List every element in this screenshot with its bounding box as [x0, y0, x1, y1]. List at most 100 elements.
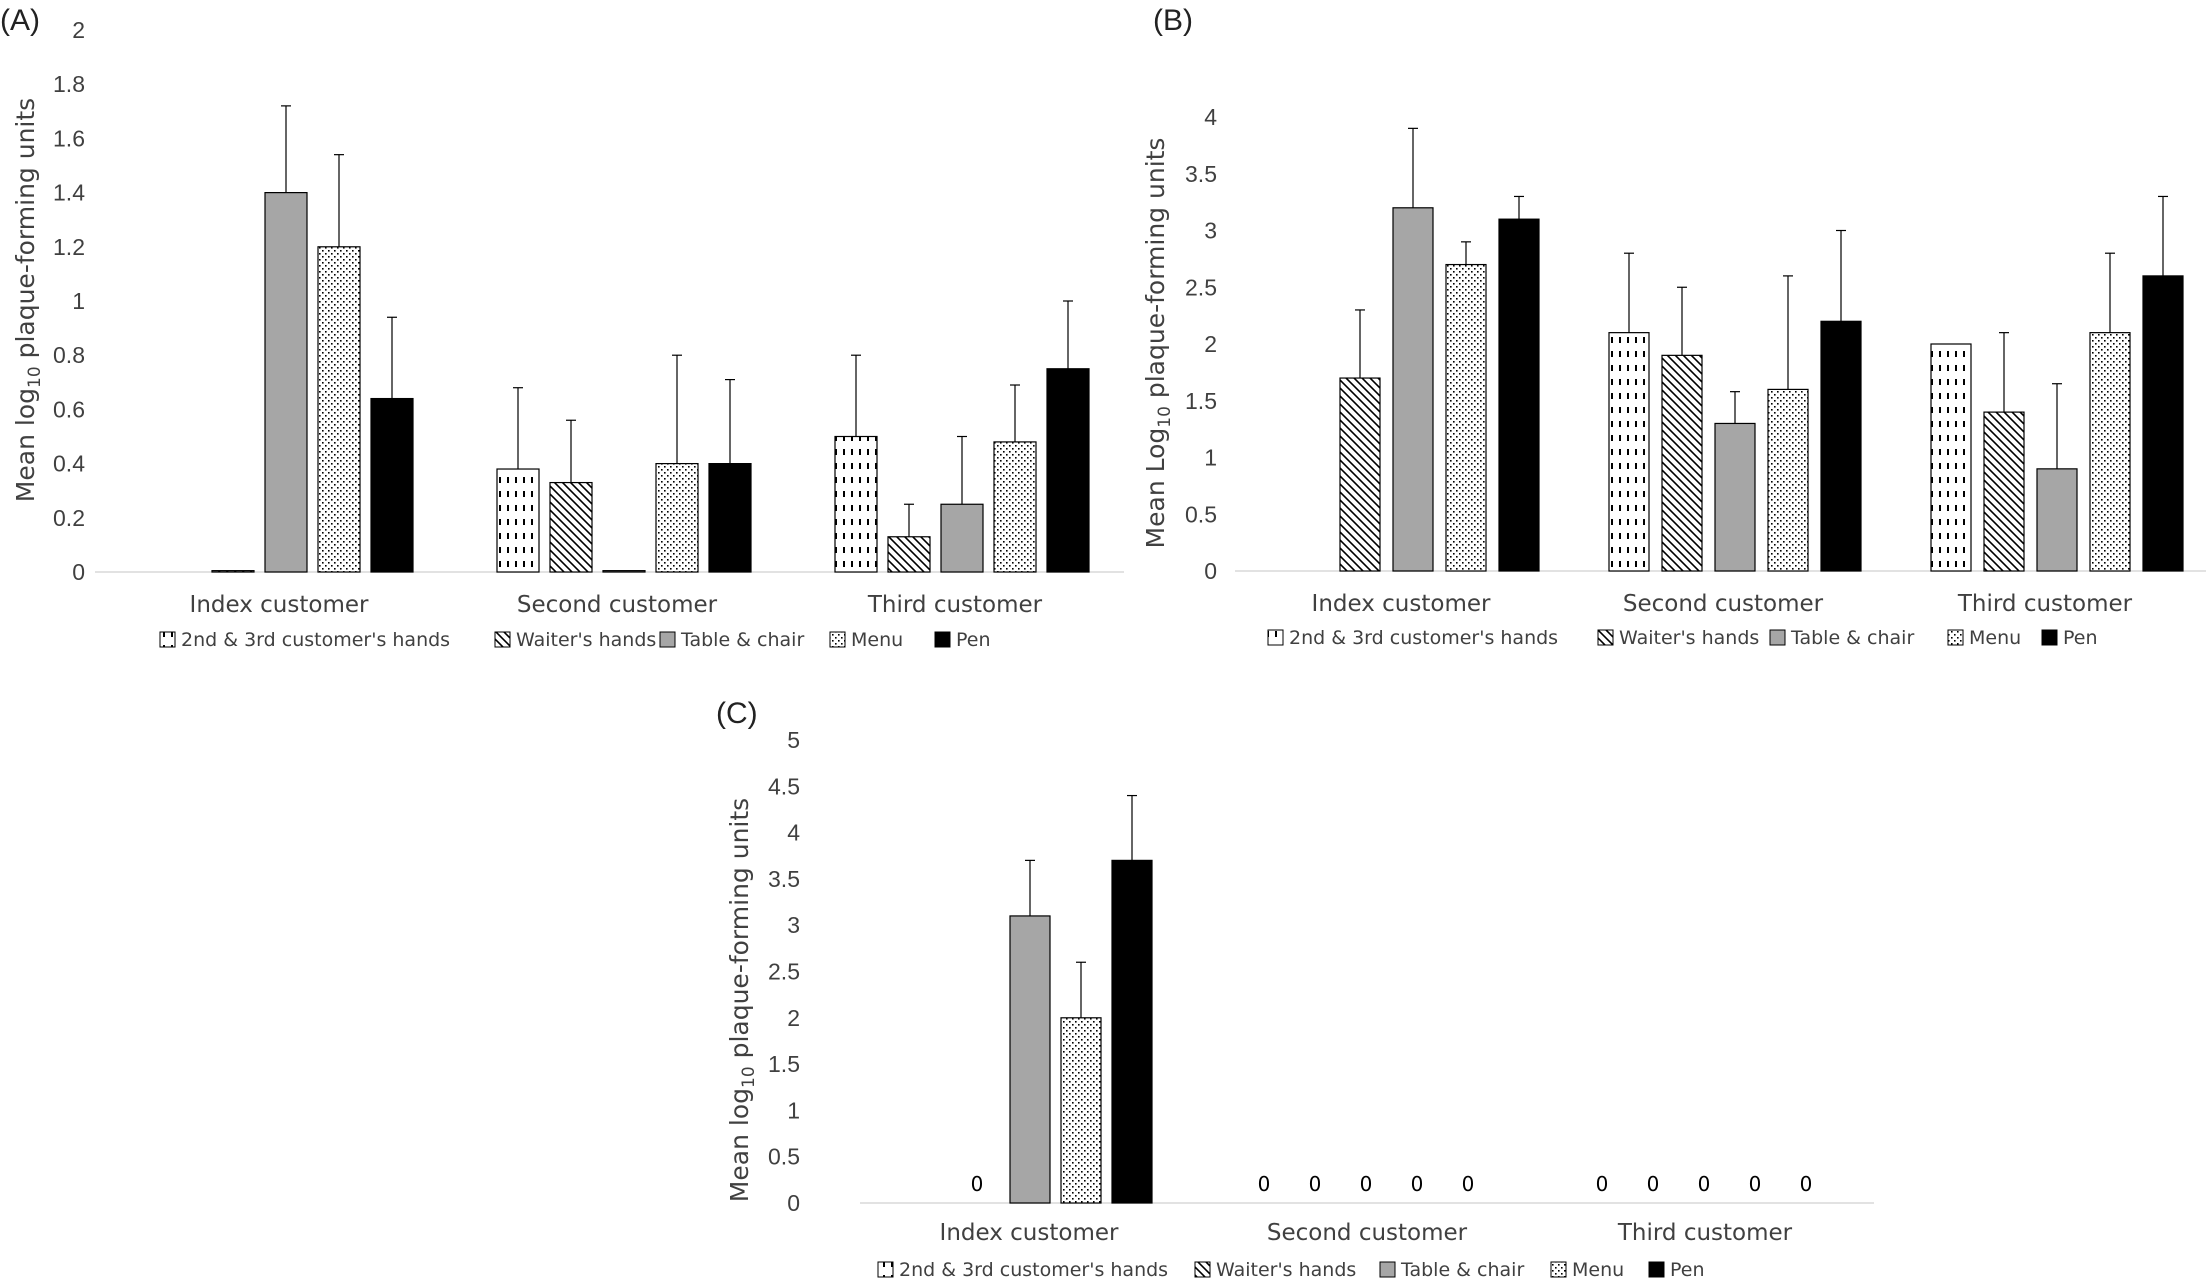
legend-label: Waiter's hands — [1619, 627, 1759, 649]
panel-label: (C) — [716, 697, 758, 730]
legend-swatch-2nd-3rd-customer-s-hands — [1267, 629, 1284, 646]
legend-label: 2nd & 3rd customer's hands — [899, 1259, 1168, 1281]
y-tick-label: 0 — [1204, 558, 1217, 584]
legend-swatch-pen — [2041, 629, 2058, 646]
legend-swatch-table-chair — [1379, 1261, 1396, 1278]
bar-menu — [2089, 332, 2131, 572]
y-tick-label: 1 — [1204, 445, 1217, 471]
x-category-label: Second customer — [1623, 591, 1824, 617]
bar-waiter-s-hands — [887, 536, 931, 573]
bar-menu — [1767, 388, 1809, 572]
bar-2nd-3rd-customer-s-hands — [834, 435, 878, 573]
legend-swatch-menu — [829, 631, 846, 648]
data-label: 0 — [1698, 1172, 1711, 1196]
bar-pen — [370, 397, 414, 573]
data-label: 0 — [1596, 1172, 1609, 1196]
bar-waiter-s-hands — [211, 570, 255, 573]
legend-label: 2nd & 3rd customer's hands — [181, 629, 450, 651]
y-tick-label: 3 — [1204, 218, 1217, 244]
bar-table-chair — [1009, 915, 1051, 1204]
x-category-label: Index customer — [190, 592, 369, 618]
y-tick-label: 2.5 — [768, 959, 800, 985]
y-tick-label: 4 — [787, 820, 800, 846]
panel-label: (A) — [0, 4, 40, 37]
bar-menu — [1445, 263, 1487, 572]
chart-panel-b: (B) Mean Log10 plaque-forming units 0 0.5 1 1… — [1141, 4, 2206, 649]
bar-2nd-3rd-customer-s-hands — [1608, 332, 1650, 572]
y-tick-label: 4.5 — [768, 773, 800, 799]
y-axis-label-subscript: 10 — [25, 366, 45, 388]
legend-label: Menu — [1969, 627, 2021, 649]
y-axis-label-rest: plaque-forming units — [11, 98, 40, 367]
bar-pen — [1111, 859, 1153, 1204]
y-tick-label: 2 — [787, 1005, 800, 1031]
x-category-label: Index customer — [1312, 591, 1491, 617]
bar-waiter-s-hands — [1983, 411, 2025, 572]
legend-label: Table & chair — [1790, 627, 1914, 649]
y-tick-label: 1.8 — [53, 71, 85, 97]
bar-waiter-s-hands — [1661, 354, 1703, 572]
legend-swatch-menu — [1947, 629, 1964, 646]
chart-panel-a: (A) Mean log10 plaque-forming units 0 0.2 0.… — [0, 4, 1124, 651]
bar-2nd-3rd-customer-s-hands — [1930, 343, 1972, 572]
y-tick-label: 0.5 — [1185, 501, 1217, 527]
data-label: 0 — [1309, 1172, 1322, 1196]
data-label: 0 — [1749, 1172, 1762, 1196]
y-axis-label-rest: plaque-forming units — [725, 798, 754, 1067]
bar-table-chair — [264, 192, 308, 573]
x-category-label: Index customer — [940, 1220, 1119, 1246]
y-tick-label: 0.8 — [53, 342, 85, 368]
legend-label: Waiter's hands — [516, 629, 656, 651]
legend-swatch-waiter-s-hands — [1194, 1261, 1211, 1278]
bar-2nd-3rd-customer-s-hands — [496, 468, 540, 573]
bar-menu — [655, 463, 699, 573]
bar-pen — [2142, 275, 2184, 572]
legend-swatch-waiter-s-hands — [1597, 629, 1614, 646]
y-tick-label: 2 — [72, 17, 85, 43]
y-tick-label: 1.4 — [53, 180, 85, 206]
data-label: 0 — [1258, 1172, 1271, 1196]
legend-label: Table & chair — [1400, 1259, 1524, 1281]
y-axis-label: Mean log10 plaque-forming units — [725, 798, 759, 1202]
legend-swatch-waiter-s-hands — [494, 631, 511, 648]
y-axis-label-main: Mean log — [11, 388, 40, 502]
y-tick-label: 1.6 — [53, 125, 85, 151]
legend-label: Pen — [1670, 1259, 1705, 1281]
data-label: 0 — [1800, 1172, 1813, 1196]
y-tick-label: 2.5 — [1185, 274, 1217, 300]
bar-waiter-s-hands — [549, 481, 593, 573]
data-label: 0 — [1462, 1172, 1475, 1196]
bar-pen — [1820, 320, 1862, 572]
x-category-label: Third customer — [1617, 1220, 1793, 1246]
y-tick-label: 0.2 — [53, 505, 85, 531]
data-label: 0 — [1411, 1172, 1424, 1196]
x-category-label: Second customer — [517, 592, 718, 618]
legend-label: Pen — [2063, 627, 2098, 649]
bar-pen — [1498, 218, 1540, 572]
legend-swatch-2nd-3rd-customer-s-hands — [877, 1261, 894, 1278]
y-tick-label: 0 — [787, 1190, 800, 1216]
bar-table-chair — [1714, 422, 1756, 572]
chart-panel-c: (C) Mean log10 plaque-forming units 0 0.5 1 1… — [716, 697, 1874, 1281]
x-category-label: Second customer — [1267, 1220, 1468, 1246]
y-tick-label: 3 — [787, 912, 800, 938]
legend-swatch-table-chair — [1769, 629, 1786, 646]
legend-swatch-menu — [1550, 1261, 1567, 1278]
y-tick-label: 1.2 — [53, 234, 85, 260]
legend-label: Menu — [1572, 1259, 1624, 1281]
legend-swatch-table-chair — [659, 631, 676, 648]
y-tick-label: 2 — [1204, 331, 1217, 357]
y-axis-label: Mean Log10 plaque-forming units — [1141, 138, 1175, 549]
bar-menu — [1060, 1017, 1102, 1204]
y-axis-label-main: Mean Log — [1141, 428, 1170, 549]
y-tick-label: 1.5 — [768, 1051, 800, 1077]
bar-table-chair — [940, 503, 984, 573]
y-tick-label: 0.6 — [53, 396, 85, 422]
y-axis-label: Mean log10 plaque-forming units — [11, 98, 45, 502]
bar-menu — [317, 246, 361, 573]
bar-menu — [993, 441, 1037, 573]
y-axis-label-rest: plaque-forming units — [1141, 138, 1170, 407]
legend-label: Table & chair — [680, 629, 804, 651]
bar-table-chair — [2036, 468, 2078, 572]
data-label: 0 — [1647, 1172, 1660, 1196]
